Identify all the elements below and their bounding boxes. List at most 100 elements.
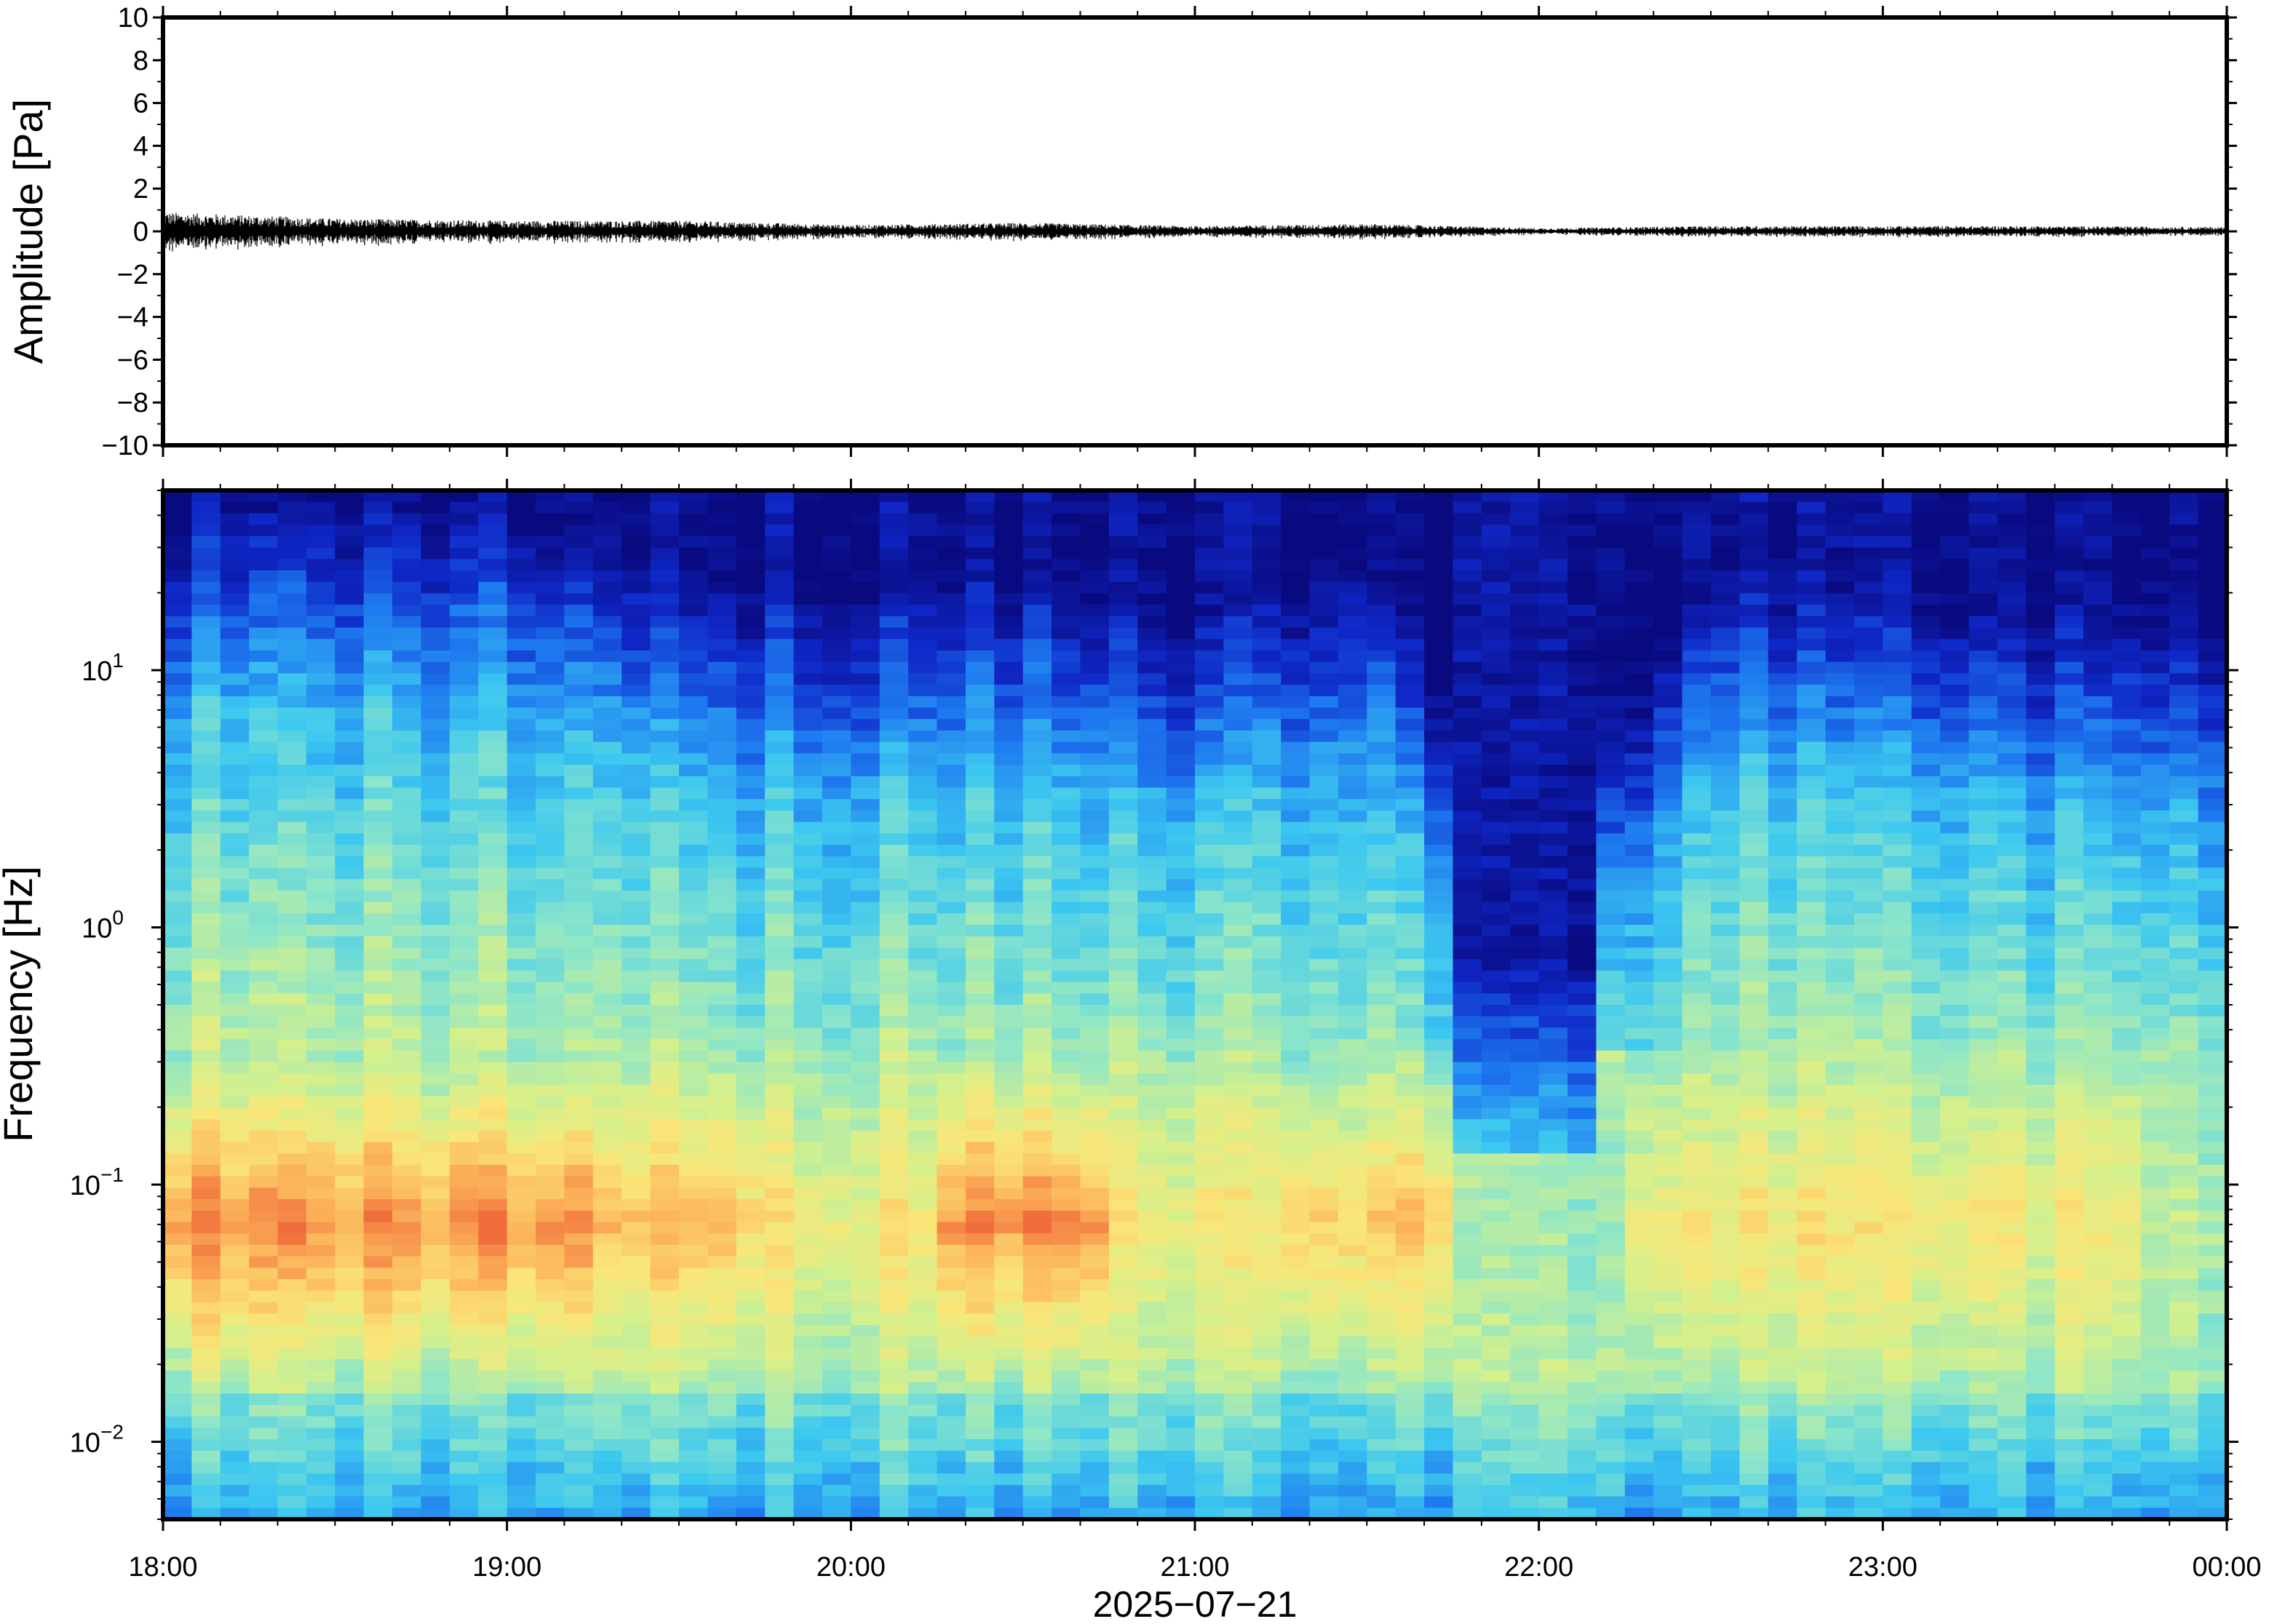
spectrogram-cell: [363, 799, 393, 811]
spectrogram-cell: [822, 593, 851, 605]
spectrogram-cell: [564, 627, 594, 640]
spectrogram-cell: [1080, 959, 1110, 971]
spectrogram-cell: [306, 833, 335, 845]
spectrogram-cell: [1137, 867, 1167, 880]
spectrogram-cell: [822, 833, 851, 845]
spectrogram-cell: [335, 490, 365, 503]
spectrogram-cell: [1252, 845, 1281, 857]
spectrogram-cell: [822, 1027, 851, 1040]
spectrogram-cell: [650, 1462, 680, 1474]
spectrogram-cell: [1567, 993, 1597, 1006]
spectrogram-cell: [592, 1336, 622, 1348]
spectrogram-cell: [793, 1484, 823, 1497]
spectrogram-cell: [421, 1462, 450, 1474]
spectrogram-cell: [851, 1279, 881, 1291]
spectrogram-cell: [1281, 1073, 1311, 1086]
spectrogram-cell: [1682, 1187, 1712, 1200]
spectrogram-cell: [536, 867, 565, 880]
spectrogram-cell: [191, 1267, 221, 1280]
spectrogram-cell: [1395, 513, 1425, 525]
spectrogram-cell: [506, 1450, 536, 1463]
spectrogram-cell: [1510, 879, 1540, 891]
spectrogram-cell: [1338, 1416, 1367, 1428]
spectrogram-cell: [1538, 1176, 1568, 1188]
spectrogram-cell: [707, 799, 737, 811]
spectrogram-cell: [793, 1428, 823, 1440]
spectrogram-cell: [1453, 696, 1482, 709]
spectrogram-cell: [478, 1393, 508, 1406]
spectrogram-cell: [937, 1142, 966, 1154]
spectrogram-cell: [1080, 1233, 1110, 1246]
spectrogram-cell: [679, 1279, 708, 1291]
spectrogram-cell: [621, 1210, 651, 1223]
spectrogram-cell: [1653, 901, 1683, 914]
spectrogram-cell: [937, 799, 966, 811]
spectrogram-cell: [851, 1290, 881, 1303]
spectrogram-cell: [1166, 776, 1196, 789]
spectrogram-cell: [1223, 925, 1253, 937]
spectrogram-cell: [1453, 993, 1482, 1006]
spectrogram-cell: [564, 1484, 594, 1497]
spectrogram-cell: [249, 513, 279, 525]
spectrogram-cell: [335, 1290, 365, 1303]
spectrogram-cell: [765, 1016, 795, 1029]
spectrogram-cell: [1682, 1244, 1712, 1257]
spectrogram-cell: [965, 1062, 995, 1074]
spectrogram-cell: [306, 1027, 335, 1040]
spectrogram-cell: [335, 1164, 365, 1177]
spectrogram-cell: [679, 1473, 708, 1486]
spectrogram-cell: [1424, 1176, 1454, 1188]
spectrogram-cell: [1223, 1359, 1253, 1372]
spectrogram-cell: [736, 833, 766, 845]
spectrogram-cell: [1395, 1370, 1425, 1383]
spectrogram-cell: [1137, 821, 1167, 834]
spectrogram-cell: [707, 1084, 737, 1097]
spectrogram-cell: [1309, 1016, 1339, 1029]
spectrogram-cell: [392, 1439, 422, 1452]
spectrogram-cell: [1281, 1107, 1311, 1120]
spectrogram-cell: [879, 982, 909, 994]
spectrogram-cell: [306, 1348, 335, 1360]
spectrogram-cell: [822, 513, 851, 525]
spectrogram-cell: [1682, 776, 1712, 789]
spectrogram-cell: [621, 1096, 651, 1108]
spectrogram-cell: [965, 833, 995, 845]
spectrogram-cell: [421, 833, 450, 845]
spectrogram-cell: [1367, 1439, 1396, 1452]
spectrogram-cell: [1223, 1119, 1253, 1131]
spectrogram-cell: [679, 673, 708, 685]
spectrogram-cell: [163, 513, 192, 525]
spectrogram-cell: [1137, 936, 1167, 949]
spectrogram-cell: [1453, 1062, 1482, 1074]
spectrogram-cell: [249, 1496, 279, 1508]
spectrogram-cell: [1596, 845, 1626, 857]
spectrogram-cell: [1166, 799, 1196, 811]
spectrogram-cell: [908, 1084, 938, 1097]
spectrogram-cell: [1309, 490, 1339, 503]
spectrogram-cell: [449, 1508, 479, 1519]
spectrogram-cell: [191, 1336, 221, 1348]
spectrogram-cell: [335, 799, 365, 811]
spectrogram-cell: [1596, 1096, 1626, 1108]
spectrogram-cell: [621, 1348, 651, 1360]
spectrogram-cell: [1137, 810, 1167, 823]
spectrogram-cell: [1481, 959, 1511, 971]
spectrogram-cell: [1252, 1233, 1281, 1246]
spectrogram-cell: [506, 1439, 536, 1452]
spectrogram-cell: [1653, 1496, 1683, 1508]
spectrogram-cell: [1137, 1142, 1167, 1154]
spectrogram-cell: [1338, 970, 1367, 983]
spectrogram-cell: [1567, 1473, 1597, 1486]
spectrogram-cell: [1195, 1336, 1224, 1348]
spectrogram-cell: [650, 1153, 680, 1166]
spectrogram-cell: [163, 547, 192, 560]
spectrogram-cell: [1682, 1107, 1712, 1120]
spectrogram-cell: [822, 685, 851, 697]
spectrogram-cell: [965, 1508, 995, 1519]
spectrogram-cell: [1281, 673, 1311, 685]
spectrogram-cell: [1481, 1016, 1511, 1029]
spectrogram-cell: [1481, 639, 1511, 651]
spectrogram-cell: [994, 799, 1024, 811]
spectrogram-cell: [1022, 581, 1052, 594]
spectrogram-cell: [1338, 1062, 1367, 1074]
